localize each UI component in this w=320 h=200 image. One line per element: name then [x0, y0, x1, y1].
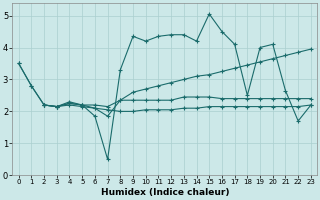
X-axis label: Humidex (Indice chaleur): Humidex (Indice chaleur): [100, 188, 229, 197]
